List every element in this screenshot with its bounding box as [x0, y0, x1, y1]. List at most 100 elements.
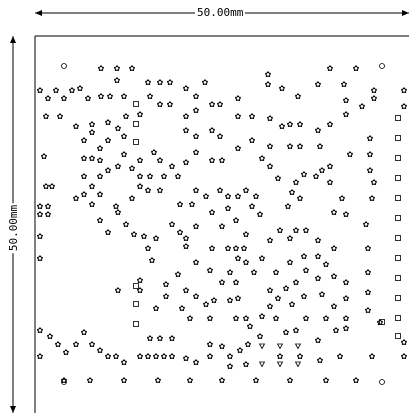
- pad-star-marker: ✿: [89, 120, 96, 129]
- pad-star-marker: ✿: [275, 294, 282, 303]
- pad-star-marker: ✿: [37, 326, 44, 335]
- pad-star-marker: ✿: [167, 100, 174, 109]
- pad-star-marker: ✿: [115, 162, 122, 171]
- pad-star-marker: ✿: [155, 376, 162, 385]
- pad-star-marker: ✿: [331, 272, 338, 281]
- pad-star-marker: ✿: [137, 352, 144, 361]
- pad-star-marker: ✿: [203, 192, 210, 201]
- pad-star-marker: ✿: [131, 230, 138, 239]
- pad-star-marker: ✿: [129, 194, 136, 203]
- pad-star-marker: ✿: [157, 78, 164, 87]
- pad-star-marker: ✿: [225, 244, 232, 253]
- pad-square-marker: [133, 139, 139, 145]
- pad-star-marker: ✿: [251, 268, 258, 277]
- pad-star-marker: ✿: [327, 178, 334, 187]
- pad-star-marker: ✿: [115, 286, 122, 295]
- pad-star-marker: ✿: [365, 306, 372, 315]
- pad-star-marker: ✿: [267, 286, 274, 295]
- pad-star-marker: ✿: [273, 314, 280, 323]
- pad-star-marker: ✿: [331, 244, 338, 253]
- pad-star-marker: ✿: [227, 362, 234, 371]
- pad-star-marker: ✿: [113, 352, 120, 361]
- pad-star-marker: ✿: [137, 172, 144, 181]
- height-arrow-top-icon: [10, 36, 16, 43]
- pad-star-marker: ✿: [235, 254, 242, 263]
- pad-star-marker: ✿: [227, 268, 234, 277]
- pad-star-marker: ✿: [177, 200, 184, 209]
- pad-star-marker: ✿: [145, 244, 152, 253]
- pad-star-marker: ✿: [367, 150, 374, 159]
- pad-star-marker: ✿: [105, 352, 112, 361]
- pad-star-marker: ✿: [323, 260, 330, 269]
- pad-star-marker: ✿: [97, 156, 104, 165]
- pad-triangle-marker: [258, 343, 266, 350]
- pad-triangle-marker: [294, 343, 302, 350]
- pad-star-marker: ✿: [217, 132, 224, 141]
- pad-star-marker: ✿: [301, 252, 308, 261]
- pad-star-marker: ✿: [189, 200, 196, 209]
- pad-star-marker: ✿: [293, 278, 300, 287]
- pad-star-marker: ✿: [97, 216, 104, 225]
- pad-star-marker: ✿: [243, 186, 250, 195]
- pad-star-marker: ✿: [89, 128, 96, 137]
- pad-star-marker: ✿: [343, 294, 350, 303]
- pad-star-marker: ✿: [319, 290, 326, 299]
- pad-star-marker: ✿: [183, 112, 190, 121]
- pad-star-marker: ✿: [235, 94, 242, 103]
- pad-star-marker: ✿: [57, 112, 64, 121]
- pad-star-marker: ✿: [293, 178, 300, 187]
- pad-star-marker: ✿: [287, 234, 294, 243]
- pad-star-marker: ✿: [137, 276, 144, 285]
- pad-star-marker: ✿: [183, 234, 190, 243]
- pad-star-marker: ✿: [259, 154, 266, 163]
- fiducial-circle-marker: [379, 63, 385, 69]
- pad-star-marker: ✿: [235, 112, 242, 121]
- pad-star-marker: ✿: [147, 92, 154, 101]
- pad-star-marker: ✿: [37, 254, 44, 263]
- pad-star-marker: ✿: [241, 244, 248, 253]
- pad-star-marker: ✿: [169, 334, 176, 343]
- pad-star-marker: ✿: [315, 126, 322, 135]
- pad-star-marker: ✿: [371, 178, 378, 187]
- pad-star-marker: ✿: [313, 172, 320, 181]
- pad-star-marker: ✿: [233, 244, 240, 253]
- width-arrow-left-icon: [35, 10, 42, 16]
- pad-star-marker: ✿: [41, 152, 48, 161]
- pad-star-marker: ✿: [209, 126, 216, 135]
- pad-star-marker: ✿: [98, 92, 105, 101]
- pad-star-marker: ✿: [315, 80, 322, 89]
- pad-star-marker: ✿: [227, 296, 234, 305]
- pad-star-marker: ✿: [89, 340, 96, 349]
- pad-star-marker: ✿: [233, 216, 240, 225]
- pad-star-marker: ✿: [235, 192, 242, 201]
- pad-star-marker: ✿: [243, 258, 250, 267]
- pad-star-marker: ✿: [259, 312, 266, 321]
- pad-star-marker: ✿: [153, 304, 160, 313]
- width-dimension-label: 50.00mm: [195, 6, 246, 19]
- pad-star-marker: ✿: [283, 328, 290, 337]
- pad-star-marker: ✿: [157, 186, 164, 195]
- pad-star-marker: ✿: [293, 226, 300, 235]
- fiducial-circle-marker: [61, 379, 67, 385]
- pad-star-marker: ✿: [279, 122, 286, 131]
- pad-star-marker: ✿: [137, 156, 144, 165]
- pad-star-marker: ✿: [323, 376, 330, 385]
- pad-star-marker: ✿: [367, 166, 374, 175]
- pad-triangle-marker: [276, 361, 284, 368]
- pad-star-marker: ✿: [207, 314, 214, 323]
- pad-star-marker: ✿: [249, 136, 256, 145]
- pad-star-marker: ✿: [63, 348, 70, 357]
- pad-star-marker: ✿: [331, 302, 338, 311]
- pad-star-marker: ✿: [179, 304, 186, 313]
- pad-star-marker: ✿: [273, 268, 280, 277]
- pad-star-marker: ✿: [243, 314, 250, 323]
- pad-star-marker: ✿: [317, 142, 324, 151]
- pad-star-marker: ✿: [243, 230, 250, 239]
- pad-star-marker: ✿: [319, 166, 326, 175]
- pad-star-marker: ✿: [89, 154, 96, 163]
- pad-star-marker: ✿: [37, 232, 44, 241]
- pad-star-marker: ✿: [183, 286, 190, 295]
- pad-star-marker: ✿: [237, 346, 244, 355]
- pad-star-marker: ✿: [81, 190, 88, 199]
